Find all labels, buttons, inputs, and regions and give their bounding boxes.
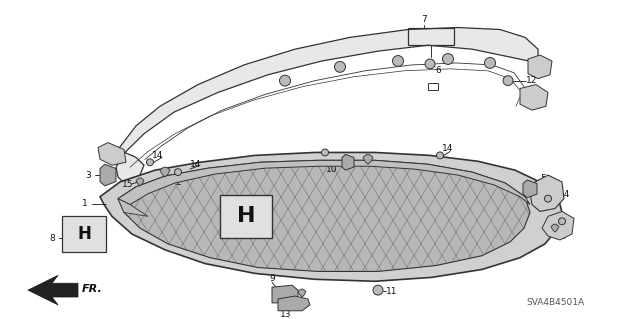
Circle shape <box>559 218 566 225</box>
Polygon shape <box>28 275 78 305</box>
Polygon shape <box>520 85 548 110</box>
Text: SVA4B4501A: SVA4B4501A <box>526 298 584 308</box>
Circle shape <box>321 149 328 156</box>
Text: 14: 14 <box>152 151 164 160</box>
Circle shape <box>335 62 346 72</box>
Text: 15: 15 <box>556 232 568 241</box>
Circle shape <box>175 169 182 175</box>
Text: 6: 6 <box>435 66 441 75</box>
Polygon shape <box>118 199 148 216</box>
Text: 5: 5 <box>540 174 546 183</box>
Polygon shape <box>100 152 562 281</box>
Polygon shape <box>160 167 170 177</box>
Polygon shape <box>298 289 306 297</box>
Text: 14: 14 <box>559 190 571 199</box>
Polygon shape <box>98 143 126 165</box>
Text: 15: 15 <box>122 180 134 189</box>
Polygon shape <box>116 27 538 183</box>
Circle shape <box>436 152 444 159</box>
Text: 9: 9 <box>269 274 275 283</box>
Polygon shape <box>118 160 530 271</box>
Bar <box>428 83 438 91</box>
Bar <box>220 195 272 238</box>
Bar <box>62 216 106 252</box>
Text: 14: 14 <box>190 160 202 169</box>
Text: 7: 7 <box>421 15 427 24</box>
Polygon shape <box>278 296 310 311</box>
Polygon shape <box>530 175 564 211</box>
Polygon shape <box>528 55 552 79</box>
Circle shape <box>147 159 154 166</box>
Polygon shape <box>100 164 116 186</box>
Text: 3: 3 <box>85 171 91 180</box>
Circle shape <box>442 54 454 64</box>
Circle shape <box>373 285 383 295</box>
Text: 14: 14 <box>442 144 454 153</box>
Polygon shape <box>342 154 354 170</box>
Text: 12: 12 <box>526 76 538 85</box>
Text: 8: 8 <box>49 234 55 242</box>
Circle shape <box>425 59 435 69</box>
Polygon shape <box>551 224 559 232</box>
Circle shape <box>545 195 552 202</box>
Circle shape <box>392 56 403 66</box>
Text: 1: 1 <box>82 199 88 208</box>
Polygon shape <box>523 180 537 198</box>
Text: 2: 2 <box>175 178 181 188</box>
Text: 13: 13 <box>280 310 292 319</box>
Polygon shape <box>542 211 574 240</box>
Circle shape <box>503 76 513 85</box>
Polygon shape <box>363 154 373 164</box>
Text: 11: 11 <box>387 286 397 296</box>
Text: H: H <box>237 206 255 226</box>
Text: H: H <box>77 225 91 243</box>
Circle shape <box>484 57 495 68</box>
Polygon shape <box>118 160 530 204</box>
Text: 4: 4 <box>375 160 381 169</box>
Polygon shape <box>272 285 298 303</box>
Text: FR.: FR. <box>82 284 103 294</box>
Polygon shape <box>136 178 144 186</box>
Text: 10: 10 <box>326 165 338 174</box>
Circle shape <box>280 75 291 86</box>
